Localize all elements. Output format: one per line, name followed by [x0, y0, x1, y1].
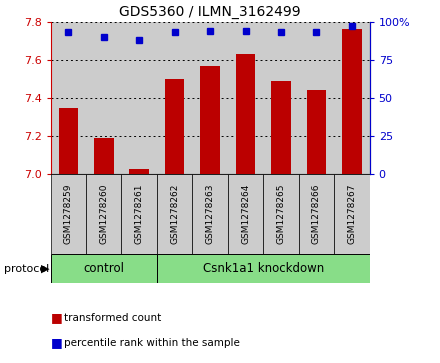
Bar [263, 174, 299, 254]
Bar [121, 22, 157, 174]
Bar [342, 29, 362, 174]
Bar [271, 81, 291, 174]
Bar [192, 174, 228, 254]
Text: GSM1278263: GSM1278263 [205, 184, 215, 244]
Bar [200, 66, 220, 174]
Bar [86, 174, 121, 254]
Bar [228, 174, 263, 254]
Bar [121, 174, 157, 254]
Text: ■: ■ [51, 311, 62, 324]
Bar [51, 254, 157, 283]
Text: ■: ■ [51, 337, 62, 350]
Bar [94, 138, 114, 174]
Text: Csnk1a1 knockdown: Csnk1a1 knockdown [203, 262, 324, 275]
Bar [59, 107, 78, 174]
Text: GSM1278265: GSM1278265 [276, 184, 286, 244]
Title: GDS5360 / ILMN_3162499: GDS5360 / ILMN_3162499 [119, 5, 301, 19]
Text: ▶: ▶ [41, 264, 49, 274]
Bar [228, 22, 263, 174]
Bar [299, 174, 334, 254]
Text: GSM1278261: GSM1278261 [135, 184, 144, 244]
Bar [165, 79, 184, 174]
Bar [334, 22, 370, 174]
Text: GSM1278264: GSM1278264 [241, 184, 250, 244]
Text: GSM1278267: GSM1278267 [347, 184, 356, 244]
Text: protocol: protocol [4, 264, 50, 274]
Bar [157, 174, 192, 254]
Bar [86, 22, 121, 174]
Bar [299, 22, 334, 174]
Text: GSM1278262: GSM1278262 [170, 184, 179, 244]
Text: control: control [83, 262, 124, 275]
Bar [157, 254, 370, 283]
Bar [236, 54, 255, 174]
Bar [157, 22, 192, 174]
Text: GSM1278260: GSM1278260 [99, 184, 108, 244]
Bar [307, 90, 326, 174]
Text: percentile rank within the sample: percentile rank within the sample [64, 338, 240, 348]
Bar [129, 168, 149, 174]
Bar [334, 174, 370, 254]
Text: GSM1278259: GSM1278259 [64, 184, 73, 244]
Bar [51, 22, 86, 174]
Text: transformed count: transformed count [64, 313, 161, 323]
Bar [192, 22, 228, 174]
Text: GSM1278266: GSM1278266 [312, 184, 321, 244]
Bar [51, 174, 86, 254]
Bar [263, 22, 299, 174]
